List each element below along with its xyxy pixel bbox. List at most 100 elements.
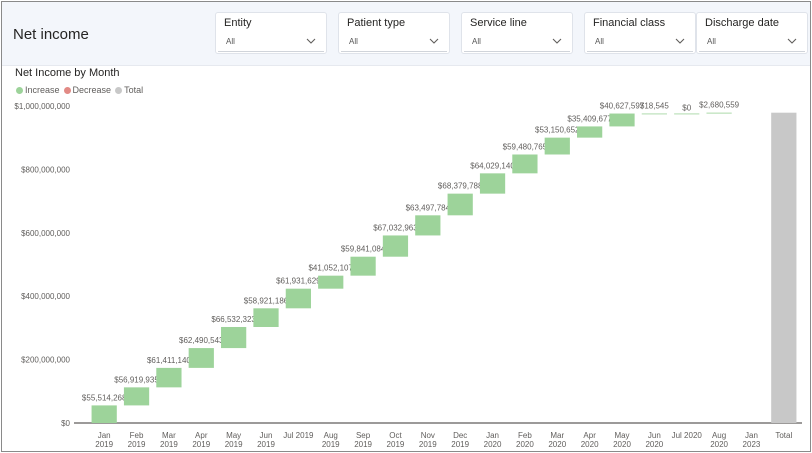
x-tick-label: Jan (98, 431, 111, 440)
increase-bar[interactable] (156, 367, 182, 388)
slicer-financial-class[interactable]: Financial class All (584, 12, 696, 54)
data-label: $61,411,140 (147, 356, 191, 365)
chevron-down-icon (787, 38, 797, 44)
report-header: Net income Entity All Patient type All S… (2, 2, 810, 66)
x-tick-label: Aug (712, 431, 726, 440)
service-line-dropdown[interactable]: All (464, 34, 570, 52)
x-tick-label: Dec (453, 431, 467, 440)
increase-bar[interactable] (91, 405, 117, 423)
slicer-label: Financial class (593, 17, 666, 29)
data-label: $41,052,107 (308, 264, 353, 273)
increase-bar[interactable] (123, 387, 150, 406)
slicer-label: Patient type (347, 17, 406, 29)
x-tick-label: 2019 (95, 440, 113, 449)
slicer-entity[interactable]: Entity All (215, 12, 327, 54)
increase-bar[interactable] (479, 173, 506, 194)
x-tick-label: Aug (324, 431, 338, 440)
x-tick-label: 2020 (548, 440, 566, 449)
increase-bar[interactable] (285, 288, 311, 309)
chart-title: Net Income by Month (15, 67, 120, 79)
data-label: $64,029,140 (470, 161, 515, 170)
x-tick-label: Sep (356, 431, 371, 440)
increase-bar[interactable] (577, 126, 603, 138)
x-tick-label: Mar (162, 431, 176, 440)
slicer-discharge-date[interactable]: Discharge date All (696, 12, 808, 54)
data-label: $68,379,788 (438, 182, 483, 191)
increase-bar[interactable] (512, 154, 538, 174)
x-tick-label: 2020 (484, 440, 502, 449)
data-label: $61,931,629 (276, 277, 321, 286)
increase-bar[interactable] (253, 308, 279, 327)
x-tick-label: 2019 (354, 440, 372, 449)
financial-class-dropdown[interactable]: All (587, 34, 693, 52)
slicer-label: Entity (224, 17, 252, 29)
x-tick-label: 2019 (451, 440, 469, 449)
slicer-service-line[interactable]: Service line All (461, 12, 573, 54)
x-tick-label: Feb (518, 431, 532, 440)
slicer-value: All (226, 37, 235, 46)
patient-type-dropdown[interactable]: All (341, 34, 447, 52)
y-tick-label: $400,000,000 (21, 292, 70, 301)
x-tick-label: May (614, 431, 629, 440)
x-tick-label: Apr (195, 431, 208, 440)
data-label: $53,150,652 (535, 126, 580, 135)
chevron-down-icon (306, 38, 316, 44)
x-tick-label: Jan (486, 431, 499, 440)
total-bar[interactable] (771, 112, 797, 423)
y-tick-label: $0 (61, 419, 70, 428)
x-tick-label: Jun (260, 431, 273, 440)
x-tick-label: Total (775, 431, 792, 440)
x-tick-label: May (226, 431, 241, 440)
increase-bar[interactable] (415, 215, 441, 236)
x-tick-label: 2019 (387, 440, 405, 449)
x-tick-label: Nov (421, 431, 435, 440)
legend-item-decrease[interactable]: Decrease (63, 85, 112, 95)
increase-bar[interactable] (350, 256, 376, 276)
x-tick-label: 2020 (581, 440, 599, 449)
x-tick-label: Feb (130, 431, 144, 440)
x-tick-label: Jul 2020 (672, 431, 703, 440)
discharge-date-dropdown[interactable]: All (699, 34, 805, 52)
data-label: $55,514,268 (82, 393, 127, 402)
y-tick-label: $600,000,000 (21, 229, 70, 238)
slicer-value: All (707, 37, 716, 46)
increase-bar[interactable] (706, 112, 732, 114)
data-label: $2,680,559 (699, 101, 740, 110)
increase-bar[interactable] (318, 275, 344, 289)
increase-bar[interactable] (674, 113, 700, 115)
legend-item-increase[interactable]: Increase (16, 85, 60, 95)
x-tick-label: Jun (648, 431, 661, 440)
data-label: $0 (682, 104, 691, 113)
increase-bar[interactable] (188, 348, 214, 368)
increase-bar[interactable] (447, 193, 473, 216)
slicer-patient-type[interactable]: Patient type All (338, 12, 450, 54)
page-title: Net income (13, 26, 89, 43)
legend-label: Decrease (72, 85, 112, 95)
data-label: $56,919,935 (114, 375, 159, 384)
chevron-down-icon (552, 38, 562, 44)
x-tick-label: 2020 (516, 440, 534, 449)
x-tick-label: 2019 (322, 440, 340, 449)
chart-legend: Increase Decrease Total (16, 85, 147, 95)
data-label: $40,627,597 (600, 102, 645, 111)
increase-bar[interactable] (609, 113, 635, 127)
slicer-value: All (349, 37, 358, 46)
data-label: $58,921,186 (244, 296, 289, 305)
x-tick-label: Apr (583, 431, 596, 440)
x-tick-label: Oct (389, 431, 402, 440)
increase-bar[interactable] (382, 235, 409, 257)
x-tick-label: 2020 (710, 440, 728, 449)
legend-item-total[interactable]: Total (115, 85, 143, 95)
y-tick-label: $200,000,000 (21, 356, 70, 365)
x-tick-label: 2019 (225, 440, 243, 449)
slicer-label: Service line (470, 17, 527, 29)
increase-bar[interactable] (641, 113, 667, 115)
y-tick-label: $1,000,000,000 (14, 102, 70, 111)
data-label: $59,841,084 (341, 245, 386, 254)
entity-dropdown[interactable]: All (218, 34, 324, 52)
data-label: $63,497,784 (406, 203, 451, 212)
increase-bar[interactable] (221, 326, 247, 349)
legend-marker-increase (16, 86, 23, 94)
increase-bar[interactable] (544, 137, 570, 155)
